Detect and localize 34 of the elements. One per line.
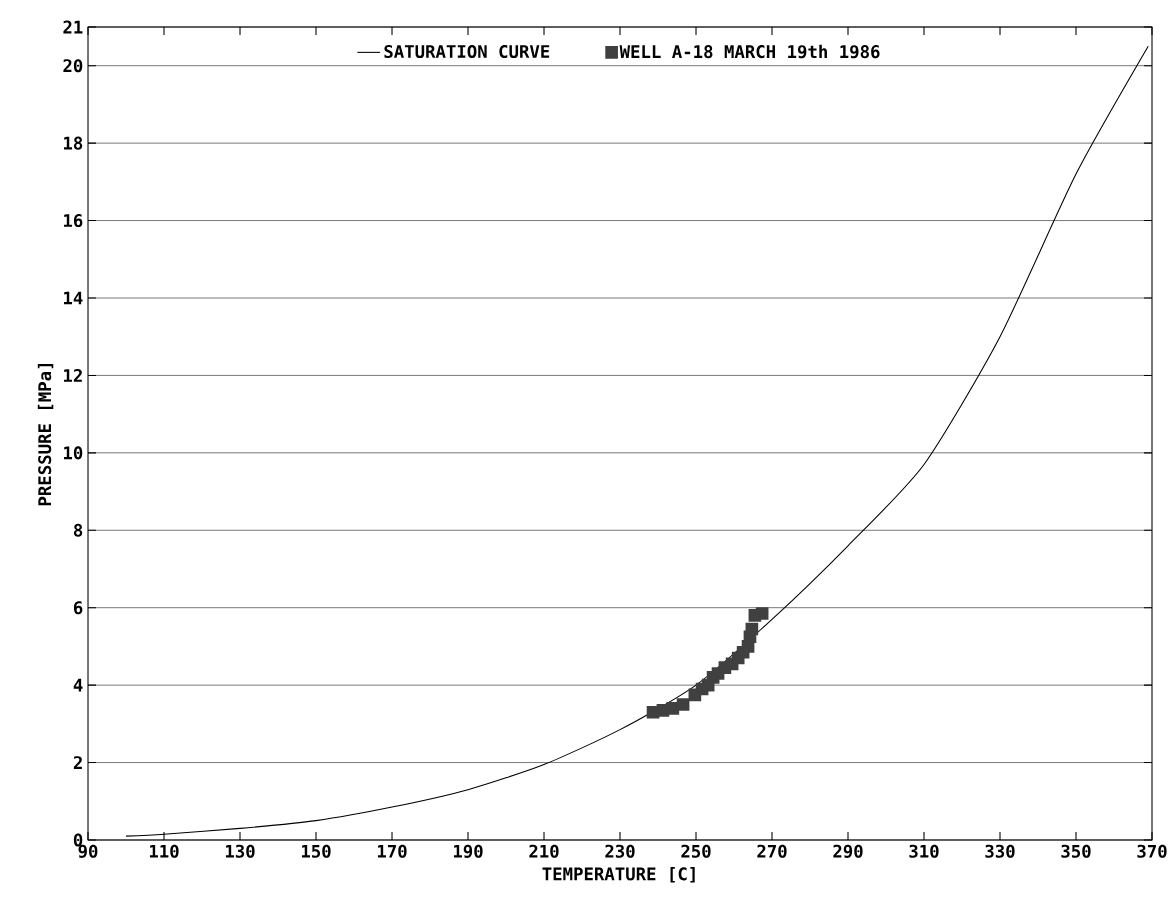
y-axis-title: PRESSURE [MPa] xyxy=(37,364,54,506)
x-tick-label: 250 xyxy=(681,844,711,858)
point xyxy=(745,622,759,636)
line-series xyxy=(125,45,1149,837)
y-tick-label: 2 xyxy=(73,756,82,769)
x-tick-label: 190 xyxy=(453,844,483,858)
x-tick-label: 150 xyxy=(301,844,331,858)
point xyxy=(666,702,680,715)
x-tick-label: 230 xyxy=(605,844,635,858)
x-tick-label: 170 xyxy=(377,844,407,858)
x-tick-label: 130 xyxy=(225,844,255,858)
x-tick-label: 310 xyxy=(909,844,939,858)
y-tick-label: 4 xyxy=(73,678,83,692)
legend-label: SATURATION CURVE xyxy=(384,44,550,59)
x-tick-label: 370 xyxy=(1137,844,1167,858)
y-tick-label: 16 xyxy=(64,214,83,228)
point xyxy=(755,607,769,620)
legend-label: WELL A-18 MARCH 19th 1986 xyxy=(619,44,880,59)
x-tick-label: 270 xyxy=(757,844,787,858)
point xyxy=(676,698,690,711)
x-axis-title: TEMPERATURE [C] xyxy=(542,867,695,883)
y-tick-label: 6 xyxy=(73,601,83,615)
x-tick-label: 350 xyxy=(1061,844,1091,858)
x-tick-label: 110 xyxy=(149,844,179,858)
y-tick-label: 8 xyxy=(73,523,83,537)
y-tick-label: 12 xyxy=(64,368,82,382)
x-tick-label: 290 xyxy=(833,844,863,858)
x-tick-label: 210 xyxy=(529,844,559,858)
y-tick-label: 20 xyxy=(63,59,83,73)
y-tick-label: 18 xyxy=(64,136,83,150)
y-tick-label: 10 xyxy=(64,446,83,460)
y-tick-label: 14 xyxy=(64,291,83,305)
y-tick-label: 21 xyxy=(63,20,83,34)
x-tick-label: 330 xyxy=(985,844,1015,858)
